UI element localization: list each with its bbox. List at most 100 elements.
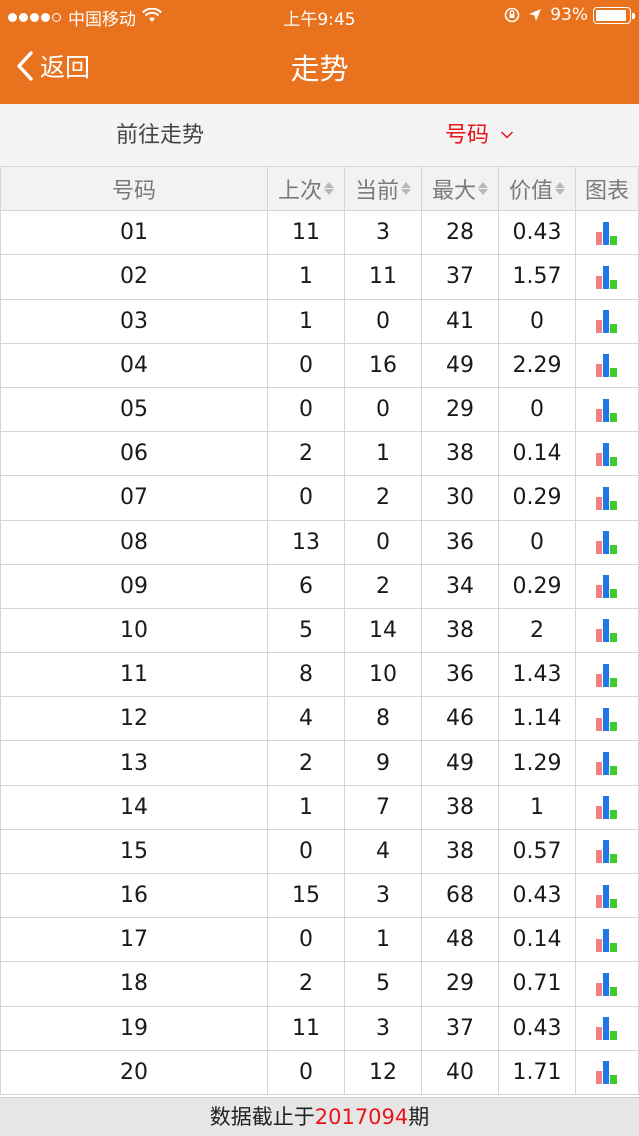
cell-max: 28 bbox=[422, 211, 499, 255]
header-last[interactable]: 上次 bbox=[268, 167, 345, 211]
cell-number: 17 bbox=[0, 918, 268, 962]
cell-last: 11 bbox=[268, 1006, 345, 1050]
cell-last: 5 bbox=[268, 608, 345, 653]
header-current[interactable]: 当前 bbox=[345, 167, 422, 211]
chart-button[interactable] bbox=[576, 432, 639, 476]
table-row: 14 1 7 38 1 bbox=[0, 785, 639, 830]
header-value[interactable]: 价值 bbox=[499, 167, 576, 211]
footer-suffix: 期 bbox=[408, 1105, 430, 1129]
cell-last: 2 bbox=[268, 432, 345, 476]
chart-button[interactable] bbox=[576, 520, 639, 564]
bar-chart-icon bbox=[596, 442, 617, 466]
cell-number: 11 bbox=[0, 653, 268, 697]
battery-level bbox=[596, 9, 626, 21]
cell-last: 2 bbox=[268, 741, 345, 785]
chart-button[interactable] bbox=[576, 874, 639, 918]
cell-max: 38 bbox=[422, 608, 499, 653]
cell-value: 1.29 bbox=[499, 741, 576, 785]
chart-button[interactable] bbox=[576, 785, 639, 829]
header-chart: 图表 bbox=[576, 167, 639, 211]
chart-button[interactable] bbox=[576, 608, 639, 653]
status-right: 93% bbox=[504, 5, 635, 25]
carrier-name: 中国移动 bbox=[68, 10, 136, 30]
chart-button[interactable] bbox=[576, 564, 639, 608]
cell-number: 05 bbox=[0, 387, 268, 432]
goto-trend-button[interactable]: 前往走势 bbox=[115, 123, 204, 148]
table-row: 04 0 16 49 2.29 bbox=[0, 343, 639, 388]
chart-button[interactable] bbox=[576, 1050, 639, 1094]
bar-chart-icon bbox=[596, 884, 617, 908]
cell-number: 02 bbox=[0, 255, 268, 299]
cell-number: 19 bbox=[0, 1006, 268, 1050]
wifi-icon bbox=[142, 7, 162, 28]
cell-last: 0 bbox=[268, 918, 345, 962]
cell-current: 2 bbox=[345, 476, 422, 520]
cell-value: 0 bbox=[499, 520, 576, 564]
number-select-dropdown[interactable]: 号码 bbox=[320, 104, 639, 167]
chart-button[interactable] bbox=[576, 1006, 639, 1050]
header-max-label: 最大 bbox=[431, 178, 476, 204]
chart-button[interactable] bbox=[576, 741, 639, 785]
bar-chart-icon bbox=[596, 221, 617, 245]
cell-number: 16 bbox=[0, 874, 268, 918]
bar-chart-icon bbox=[596, 1061, 617, 1085]
cell-value: 0.29 bbox=[499, 476, 576, 520]
cell-value: 0.14 bbox=[499, 918, 576, 962]
cell-value: 0.43 bbox=[499, 874, 576, 918]
cell-number: 10 bbox=[0, 608, 268, 653]
cell-current: 8 bbox=[345, 697, 422, 741]
cell-value: 0.14 bbox=[499, 432, 576, 476]
back-label: 返回 bbox=[40, 53, 91, 82]
table-row: 15 0 4 38 0.57 bbox=[0, 829, 639, 874]
trend-table: 号码 上次 当前 最大 价值 图表 01 11 3 28 0.43 02 1 11 37 1.57… bbox=[0, 167, 639, 1095]
chart-button[interactable] bbox=[576, 299, 639, 343]
footer-issue-number: 2017094 bbox=[314, 1105, 409, 1129]
cell-last: 0 bbox=[268, 343, 345, 387]
chart-button[interactable] bbox=[576, 387, 639, 432]
cell-current: 2 bbox=[345, 564, 422, 608]
chart-button[interactable] bbox=[576, 697, 639, 741]
chart-button[interactable] bbox=[576, 255, 639, 299]
cell-max: 29 bbox=[422, 387, 499, 432]
cell-current: 1 bbox=[345, 918, 422, 962]
cell-value: 1 bbox=[499, 785, 576, 829]
location-arrow-icon bbox=[528, 8, 542, 22]
cell-max: 46 bbox=[422, 697, 499, 741]
table-row: 01 11 3 28 0.43 bbox=[0, 211, 639, 256]
chart-button[interactable] bbox=[576, 962, 639, 1006]
table-row: 19 11 3 37 0.43 bbox=[0, 1006, 639, 1051]
battery-percent: 93% bbox=[550, 5, 588, 25]
cell-last: 8 bbox=[268, 653, 345, 697]
footer-prefix: 数据截止于 bbox=[209, 1105, 315, 1129]
table-row: 17 0 1 48 0.14 bbox=[0, 918, 639, 963]
table-row: 03 1 0 41 0 bbox=[0, 299, 639, 344]
chart-button[interactable] bbox=[576, 829, 639, 873]
cell-number: 06 bbox=[0, 432, 268, 476]
cell-value: 0.71 bbox=[499, 962, 576, 1006]
chart-button[interactable] bbox=[576, 918, 639, 962]
header-current-label: 当前 bbox=[354, 178, 399, 204]
chevron-left-icon bbox=[17, 51, 33, 81]
bar-chart-icon bbox=[596, 707, 617, 731]
chart-button[interactable] bbox=[576, 211, 639, 255]
cell-number: 01 bbox=[0, 211, 268, 255]
chart-button[interactable] bbox=[576, 343, 639, 387]
header-max[interactable]: 最大 bbox=[422, 167, 499, 211]
cell-current: 0 bbox=[345, 299, 422, 343]
cell-number: 18 bbox=[0, 962, 268, 1006]
cell-max: 37 bbox=[422, 255, 499, 299]
bar-chart-icon bbox=[596, 840, 617, 864]
table-row: 09 6 2 34 0.29 bbox=[0, 564, 639, 609]
chart-button[interactable] bbox=[576, 653, 639, 697]
header-number[interactable]: 号码 bbox=[0, 167, 268, 211]
cell-max: 36 bbox=[422, 520, 499, 564]
cell-number: 15 bbox=[0, 829, 268, 873]
header-value-label: 价值 bbox=[508, 178, 553, 204]
cell-current: 14 bbox=[345, 608, 422, 653]
header-last-label: 上次 bbox=[277, 178, 322, 204]
cell-last: 0 bbox=[268, 829, 345, 873]
header-chart-label: 图表 bbox=[584, 178, 629, 204]
chart-button[interactable] bbox=[576, 476, 639, 520]
battery-icon bbox=[593, 6, 635, 24]
back-button[interactable]: 返回 bbox=[16, 48, 90, 84]
